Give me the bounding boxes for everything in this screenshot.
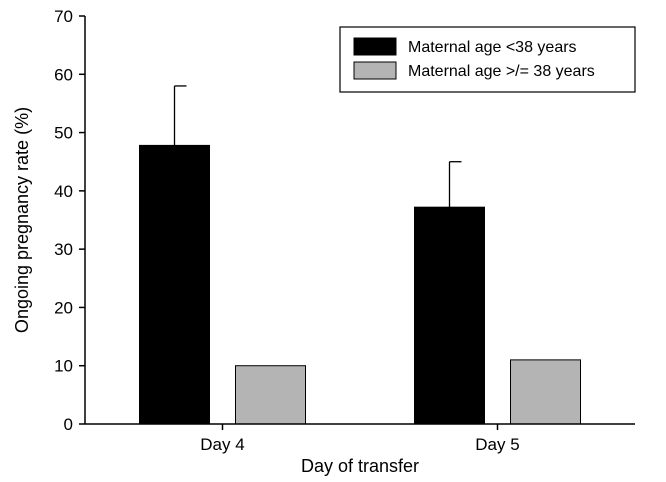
y-tick-label: 30	[54, 240, 73, 259]
x-ticks: Day 4 Day 5	[200, 424, 520, 454]
axes	[84, 16, 635, 425]
legend-label-series-1: Maternal age <38 years	[408, 39, 577, 56]
legend-swatch-series-2	[353, 61, 397, 80]
plot-area	[139, 85, 581, 425]
x-tick-label: Day 4	[200, 435, 244, 454]
y-tick-label: 70	[54, 7, 73, 26]
bar-2	[235, 365, 306, 425]
bar-2	[510, 359, 581, 425]
bar-1	[139, 144, 210, 425]
legend-label-series-2: Maternal age >/= 38 years	[408, 63, 595, 80]
y-tick-label: 10	[54, 357, 73, 376]
legend-box	[339, 26, 636, 93]
legend: Maternal age <38 years Maternal age >/= …	[339, 26, 636, 93]
legend-swatch-series-1	[353, 37, 397, 56]
y-tick-label: 40	[54, 182, 73, 201]
y-tick-label: 20	[54, 298, 73, 317]
y-tick-label: 50	[54, 124, 73, 143]
y-tick-label: 0	[64, 415, 73, 434]
y-axis-label: Ongoing pregnancy rate (%)	[12, 107, 32, 333]
bar-1	[414, 206, 485, 425]
y-ticks: 0 10 20 30 40 50 60 70	[54, 7, 85, 434]
x-axis-label: Day of transfer	[301, 456, 419, 476]
x-tick-label: Day 5	[475, 435, 519, 454]
y-tick-label: 60	[54, 65, 73, 84]
